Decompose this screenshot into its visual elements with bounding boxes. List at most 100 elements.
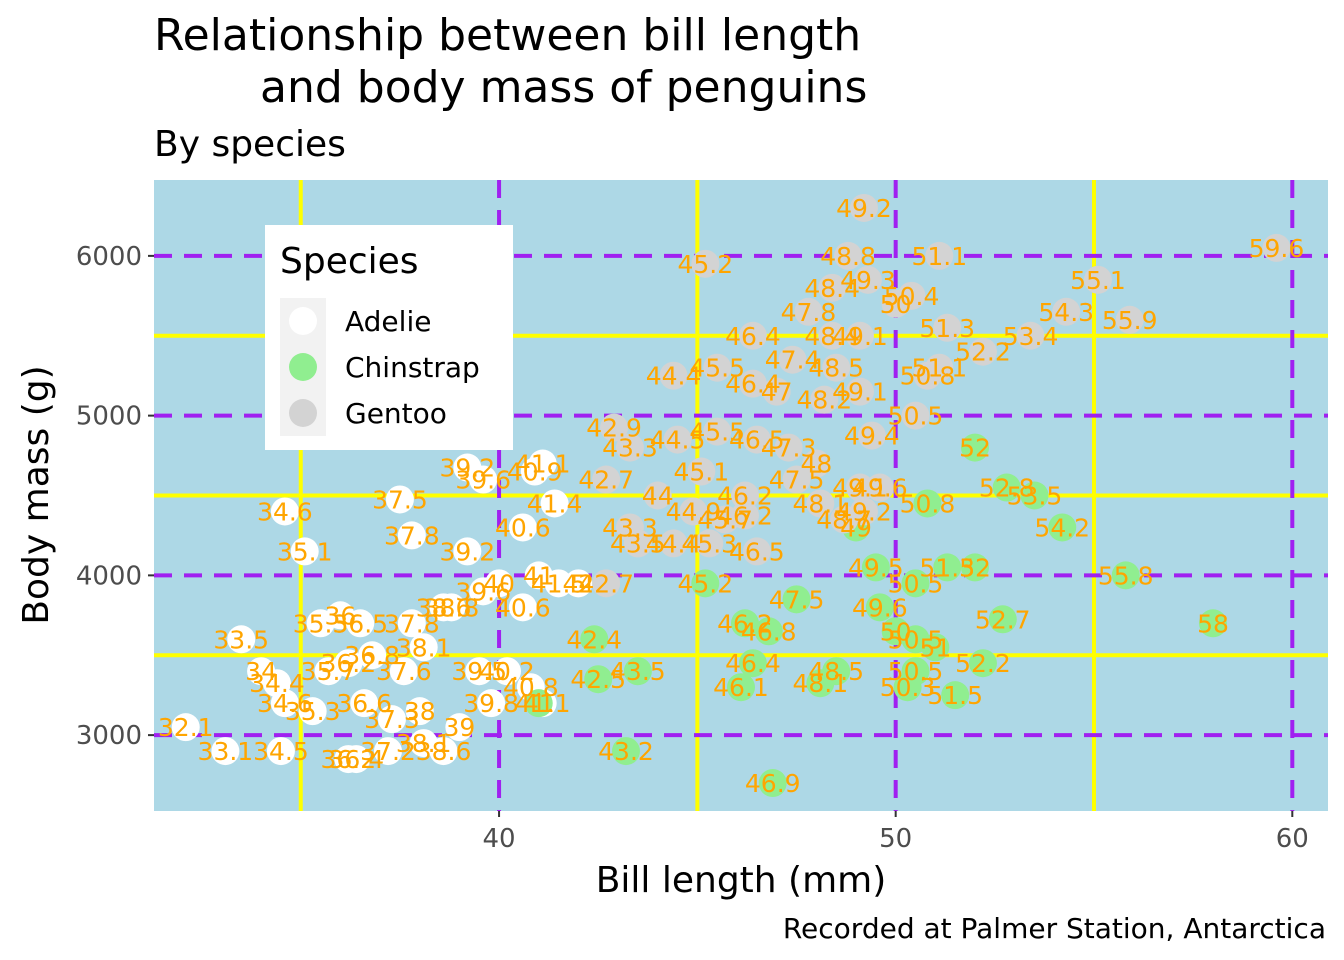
- point-gentoo: [881, 289, 910, 318]
- point-label-adelie: 39.8: [463, 689, 519, 718]
- y-tick-label: 3000: [76, 721, 142, 751]
- point-label-gentoo: 42.7: [578, 466, 634, 495]
- point-chinstrap: [913, 489, 942, 518]
- point-label-adelie: 37.6: [376, 657, 432, 686]
- point-label-gentoo: 48: [800, 450, 832, 479]
- point-gentoo: [615, 433, 644, 462]
- point-label-gentoo: 46.5: [729, 537, 785, 566]
- point-chinstrap: [738, 649, 767, 678]
- point-gentoo: [845, 377, 874, 406]
- point-label-gentoo: 47.3: [761, 434, 817, 463]
- point-adelie: [270, 689, 299, 718]
- point-label-adelie: 39.6: [455, 466, 511, 495]
- legend-key-adelie: [289, 307, 317, 335]
- point-adelie: [397, 521, 426, 550]
- point-label-gentoo: 45.5: [689, 354, 745, 383]
- point-adelie: [564, 569, 593, 598]
- point-label-chinstrap: 46.8: [741, 617, 797, 646]
- point-label-adelie: 34.6: [257, 689, 313, 718]
- point-adelie: [270, 497, 299, 526]
- point-gentoo: [853, 265, 882, 294]
- point-label-gentoo: 49.2: [836, 194, 892, 223]
- point-chinstrap: [727, 673, 755, 702]
- point-gentoo: [742, 425, 771, 454]
- legend-label-adelie: Adelie: [345, 305, 431, 338]
- point-chinstrap: [611, 737, 640, 766]
- point-adelie: [389, 657, 418, 686]
- data-points: [171, 193, 1291, 798]
- point-label-chinstrap: 52.2: [955, 649, 1011, 678]
- x-tick-label: 40: [483, 824, 516, 854]
- point-chinstrap: [730, 609, 759, 638]
- point-label-chinstrap: 50.5: [888, 625, 944, 654]
- point-adelie: [377, 705, 406, 734]
- point-gentoo: [742, 537, 771, 566]
- point-label-chinstrap: 54.2: [1034, 513, 1090, 542]
- point-adelie: [453, 537, 482, 566]
- point-gentoo: [703, 417, 732, 446]
- point-label-gentoo: 44.5: [650, 426, 706, 455]
- point-label-adelie: 37.8: [384, 609, 440, 638]
- point-adelie: [508, 593, 537, 622]
- point-label-gentoo: 49.1: [832, 378, 888, 407]
- point-label-chinstrap: 52: [959, 553, 991, 582]
- point-adelie: [266, 737, 295, 766]
- point-chinstrap: [1048, 513, 1077, 542]
- point-label-chinstrap: 45.2: [677, 569, 733, 598]
- point-chinstrap: [758, 769, 787, 798]
- point-label-gentoo: 51.3: [919, 314, 975, 343]
- point-label-gentoo: 47.8: [781, 298, 837, 327]
- point-chinstrap: [961, 433, 990, 462]
- point-adelie: [342, 745, 371, 774]
- legend-label-gentoo: Gentoo: [345, 397, 447, 430]
- point-label-gentoo: 48.2: [796, 386, 852, 415]
- point-label-gentoo: 42.7: [578, 569, 634, 598]
- point-label-gentoo: 44.4: [646, 529, 702, 558]
- point-label-gentoo: 49.3: [840, 266, 896, 295]
- point-label-chinstrap: 50: [880, 617, 912, 646]
- point-gentoo: [933, 313, 962, 342]
- point-gentoo: [1083, 265, 1112, 294]
- point-label-gentoo: 45.1: [674, 458, 730, 487]
- point-label-gentoo: 46.4: [725, 322, 781, 351]
- point-label-adelie: 37.5: [372, 485, 428, 514]
- point-gentoo: [925, 353, 954, 382]
- point-gentoo: [679, 497, 708, 526]
- point-label-chinstrap: 43.5: [610, 657, 666, 686]
- point-label-chinstrap: 50.5: [888, 569, 944, 598]
- point-gentoo: [849, 193, 878, 222]
- point-adelie: [540, 489, 569, 518]
- point-adelie: [409, 633, 438, 662]
- point-chinstrap: [580, 625, 609, 654]
- point-adelie: [544, 569, 573, 598]
- point-adelie: [385, 485, 414, 514]
- point-adelie: [346, 609, 375, 638]
- point-gentoo: [849, 497, 878, 526]
- data-labels: 34.635.137.537.839.239.640.941.140.641.4…: [158, 194, 1304, 798]
- point-label-chinstrap: 46.2: [717, 609, 773, 638]
- point-gentoo: [659, 361, 688, 390]
- point-label-adelie: 40: [483, 569, 515, 598]
- point-gentoo: [778, 345, 807, 374]
- point-label-adelie: 34: [245, 657, 277, 686]
- point-label-chinstrap: 48.1: [792, 669, 848, 698]
- point-gentoo: [663, 425, 692, 454]
- point-label-chinstrap: 41: [523, 689, 555, 718]
- point-label-gentoo: 49.1: [832, 322, 888, 351]
- point-chinstrap: [893, 673, 922, 702]
- point-label-chinstrap: 58: [1197, 609, 1229, 638]
- point-label-chinstrap: 55.8: [1098, 561, 1154, 590]
- point-label-gentoo: 45.3: [681, 529, 737, 558]
- point-gentoo: [643, 481, 672, 510]
- point-label-chinstrap: 46.4: [725, 649, 781, 678]
- point-label-adelie: 42: [562, 569, 594, 598]
- point-gentoo: [1115, 305, 1144, 334]
- point-label-adelie: 38.6: [416, 737, 472, 766]
- point-adelie: [290, 537, 319, 566]
- point-label-gentoo: 49.4: [844, 422, 900, 451]
- point-label-chinstrap: 42.4: [566, 625, 622, 654]
- point-label-gentoo: 48.4: [804, 322, 860, 351]
- point-gentoo: [818, 273, 847, 302]
- point-label-adelie: 39.2: [439, 537, 495, 566]
- point-adelie: [429, 737, 458, 766]
